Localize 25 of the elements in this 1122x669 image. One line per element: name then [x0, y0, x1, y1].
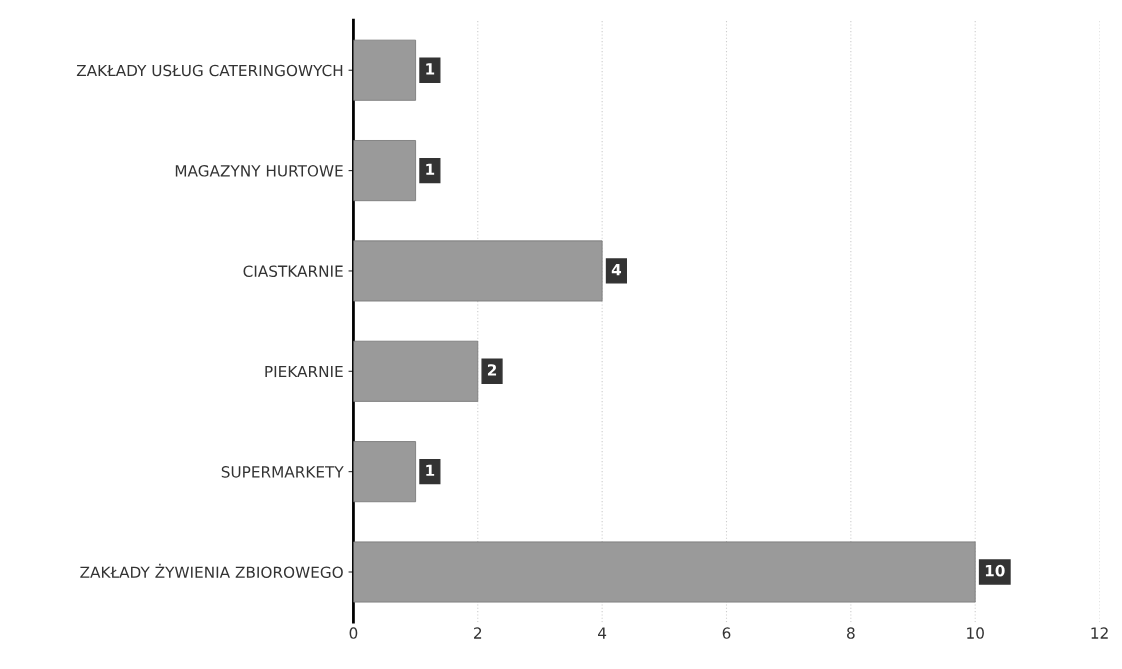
y-tick-label: CIASTKARNIE: [243, 265, 343, 277]
x-tick-label: 0: [349, 627, 358, 639]
data-label: 1: [426, 63, 435, 75]
bar: [353, 340, 479, 402]
y-tick-label: MAGAZYNY HURTOWE: [175, 165, 343, 177]
data-label: 1: [426, 163, 435, 175]
x-tick-label: 4: [598, 627, 607, 639]
bar: [353, 39, 417, 101]
x-tick-label: 6: [722, 627, 731, 639]
data-label: 4: [611, 264, 622, 276]
x-tick-label: 2: [474, 627, 482, 639]
data-label: 10: [985, 564, 1005, 577]
bar: [353, 140, 417, 202]
y-tick-label: PIEKARNIE: [265, 365, 343, 378]
y-tick-label: SUPERMARKETY: [221, 466, 344, 478]
x-tick-label: 12: [1091, 627, 1108, 639]
bar: [353, 541, 976, 603]
bar: [353, 441, 417, 503]
data-label: 2: [487, 364, 497, 376]
x-tick-label: 8: [847, 627, 855, 639]
y-tick-label: ZAKŁADY ŻYWIENIA ZBIOROWEGO: [80, 563, 343, 579]
y-tick-label: ZAKŁADY USŁUG CATERINGOWYCH: [76, 64, 343, 77]
data-label: 1: [426, 464, 435, 476]
bar: [353, 240, 603, 302]
x-tick-label: 10: [967, 627, 984, 639]
